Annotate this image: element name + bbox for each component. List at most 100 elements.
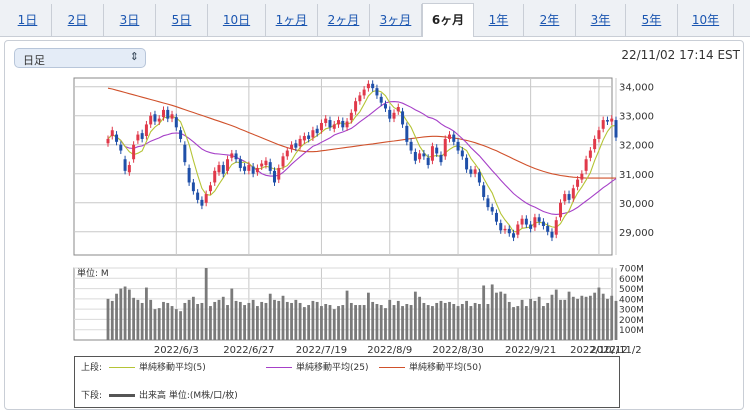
candle-body bbox=[285, 150, 289, 157]
legend-lower-row: 下段: 出来高 単位:(M株/口/枚) bbox=[81, 389, 611, 403]
volume-bar bbox=[221, 296, 225, 340]
tab-7[interactable]: 2ヶ月 bbox=[318, 4, 370, 36]
volume-bar bbox=[119, 288, 123, 340]
tab-10[interactable]: 1年 bbox=[474, 4, 524, 36]
volume-bar bbox=[375, 304, 379, 340]
volume-bar bbox=[204, 268, 208, 340]
volume-bar bbox=[435, 302, 439, 340]
volume-bar bbox=[503, 293, 507, 340]
volume-bar bbox=[196, 304, 200, 340]
candle-body bbox=[605, 120, 609, 122]
candle-body bbox=[430, 146, 434, 161]
volume-bar bbox=[554, 289, 558, 340]
candle-body bbox=[388, 109, 392, 119]
candle-body bbox=[477, 172, 481, 183]
tab-14[interactable]: 10年 bbox=[678, 4, 734, 36]
candle-body bbox=[512, 233, 516, 238]
legend-volume-swatch bbox=[109, 394, 135, 397]
candle-body bbox=[294, 143, 298, 148]
price-tick-label: 34,000 bbox=[619, 83, 654, 94]
legend-volume-label: 出来高 単位:(M株/口/枚) bbox=[139, 391, 238, 401]
volume-bar bbox=[230, 288, 234, 340]
volume-bar bbox=[516, 306, 520, 340]
volume-bar bbox=[495, 292, 498, 340]
price-tick-label: 33,000 bbox=[619, 112, 654, 123]
tab-3[interactable]: 3日 bbox=[104, 4, 156, 36]
candle-body bbox=[268, 162, 272, 171]
volume-bar bbox=[409, 305, 413, 340]
volume-bar bbox=[294, 299, 298, 340]
candle-body bbox=[341, 120, 345, 128]
candle-body bbox=[332, 124, 336, 129]
tab-5[interactable]: 10日 bbox=[208, 4, 266, 36]
volume-bar bbox=[465, 300, 468, 340]
legend-volume: 出来高 単位:(M株/口/枚) bbox=[109, 389, 238, 403]
tab-2[interactable]: 2日 bbox=[52, 4, 104, 36]
volume-bar bbox=[576, 298, 579, 340]
tab-12[interactable]: 3年 bbox=[576, 4, 626, 36]
volume-bar bbox=[524, 306, 528, 340]
volume-bar bbox=[332, 309, 336, 340]
volume-bar bbox=[482, 285, 486, 340]
volume-bar bbox=[106, 298, 110, 340]
candle-body bbox=[499, 223, 503, 231]
candle-body bbox=[554, 220, 558, 235]
volume-bar bbox=[448, 301, 451, 340]
volume-bar bbox=[320, 306, 323, 340]
volume-bar bbox=[401, 306, 404, 340]
tab-8[interactable]: 3ヶ月 bbox=[370, 4, 422, 36]
volume-bar bbox=[563, 299, 567, 340]
tab-6[interactable]: 1ヶ月 bbox=[266, 4, 318, 36]
volume-bar bbox=[443, 302, 447, 340]
volume-bar bbox=[132, 297, 136, 340]
candle-body bbox=[503, 228, 507, 231]
candle-body bbox=[324, 118, 328, 123]
candle-body bbox=[597, 130, 601, 139]
candle-body bbox=[213, 170, 217, 183]
volume-bar bbox=[413, 291, 417, 340]
candle-body bbox=[290, 144, 294, 150]
volume-bar bbox=[559, 299, 562, 340]
candle-body bbox=[443, 138, 447, 157]
volume-bar bbox=[614, 300, 618, 340]
candle-body bbox=[319, 122, 323, 131]
volume-bar bbox=[281, 295, 285, 340]
volume-bar bbox=[170, 306, 174, 340]
tab-11[interactable]: 2年 bbox=[524, 4, 576, 36]
volume-bar bbox=[277, 300, 281, 340]
volume-bar bbox=[166, 302, 170, 340]
volume-bar bbox=[546, 302, 550, 340]
candle-body bbox=[106, 138, 110, 144]
candle-body bbox=[409, 141, 413, 151]
tab-4[interactable]: 5日 bbox=[156, 4, 208, 36]
candle-body bbox=[482, 185, 486, 197]
volume-bar bbox=[379, 305, 383, 340]
volume-bar bbox=[179, 311, 182, 340]
sma50-line bbox=[107, 87, 616, 179]
volume-bar bbox=[384, 308, 387, 340]
candle-body bbox=[187, 167, 191, 183]
candle-body bbox=[452, 134, 456, 142]
candle-body bbox=[383, 104, 387, 109]
x-tick-label: 2022/8/30 bbox=[432, 345, 483, 356]
volume-bar bbox=[273, 299, 276, 340]
volume-bar bbox=[136, 299, 140, 340]
volume-bar bbox=[580, 295, 584, 340]
volume-bar bbox=[422, 302, 426, 340]
tab-9[interactable]: 6ヶ月 bbox=[422, 3, 474, 37]
candle-body bbox=[161, 109, 165, 118]
candle-body bbox=[349, 112, 353, 121]
interval-select[interactable]: 日足 ⇕ bbox=[14, 48, 146, 68]
tab-1[interactable]: 1日 bbox=[4, 4, 52, 36]
candle-body bbox=[226, 159, 230, 171]
volume-bar bbox=[110, 300, 114, 340]
volume-bar bbox=[439, 300, 443, 340]
interval-select-value: 日足 bbox=[23, 54, 45, 67]
volume-bar bbox=[486, 304, 490, 340]
volume-bar bbox=[460, 304, 464, 340]
tab-13[interactable]: 5年 bbox=[626, 4, 678, 36]
candle-body bbox=[255, 167, 259, 173]
volume-bar bbox=[542, 306, 545, 340]
volume-bar bbox=[311, 300, 315, 340]
